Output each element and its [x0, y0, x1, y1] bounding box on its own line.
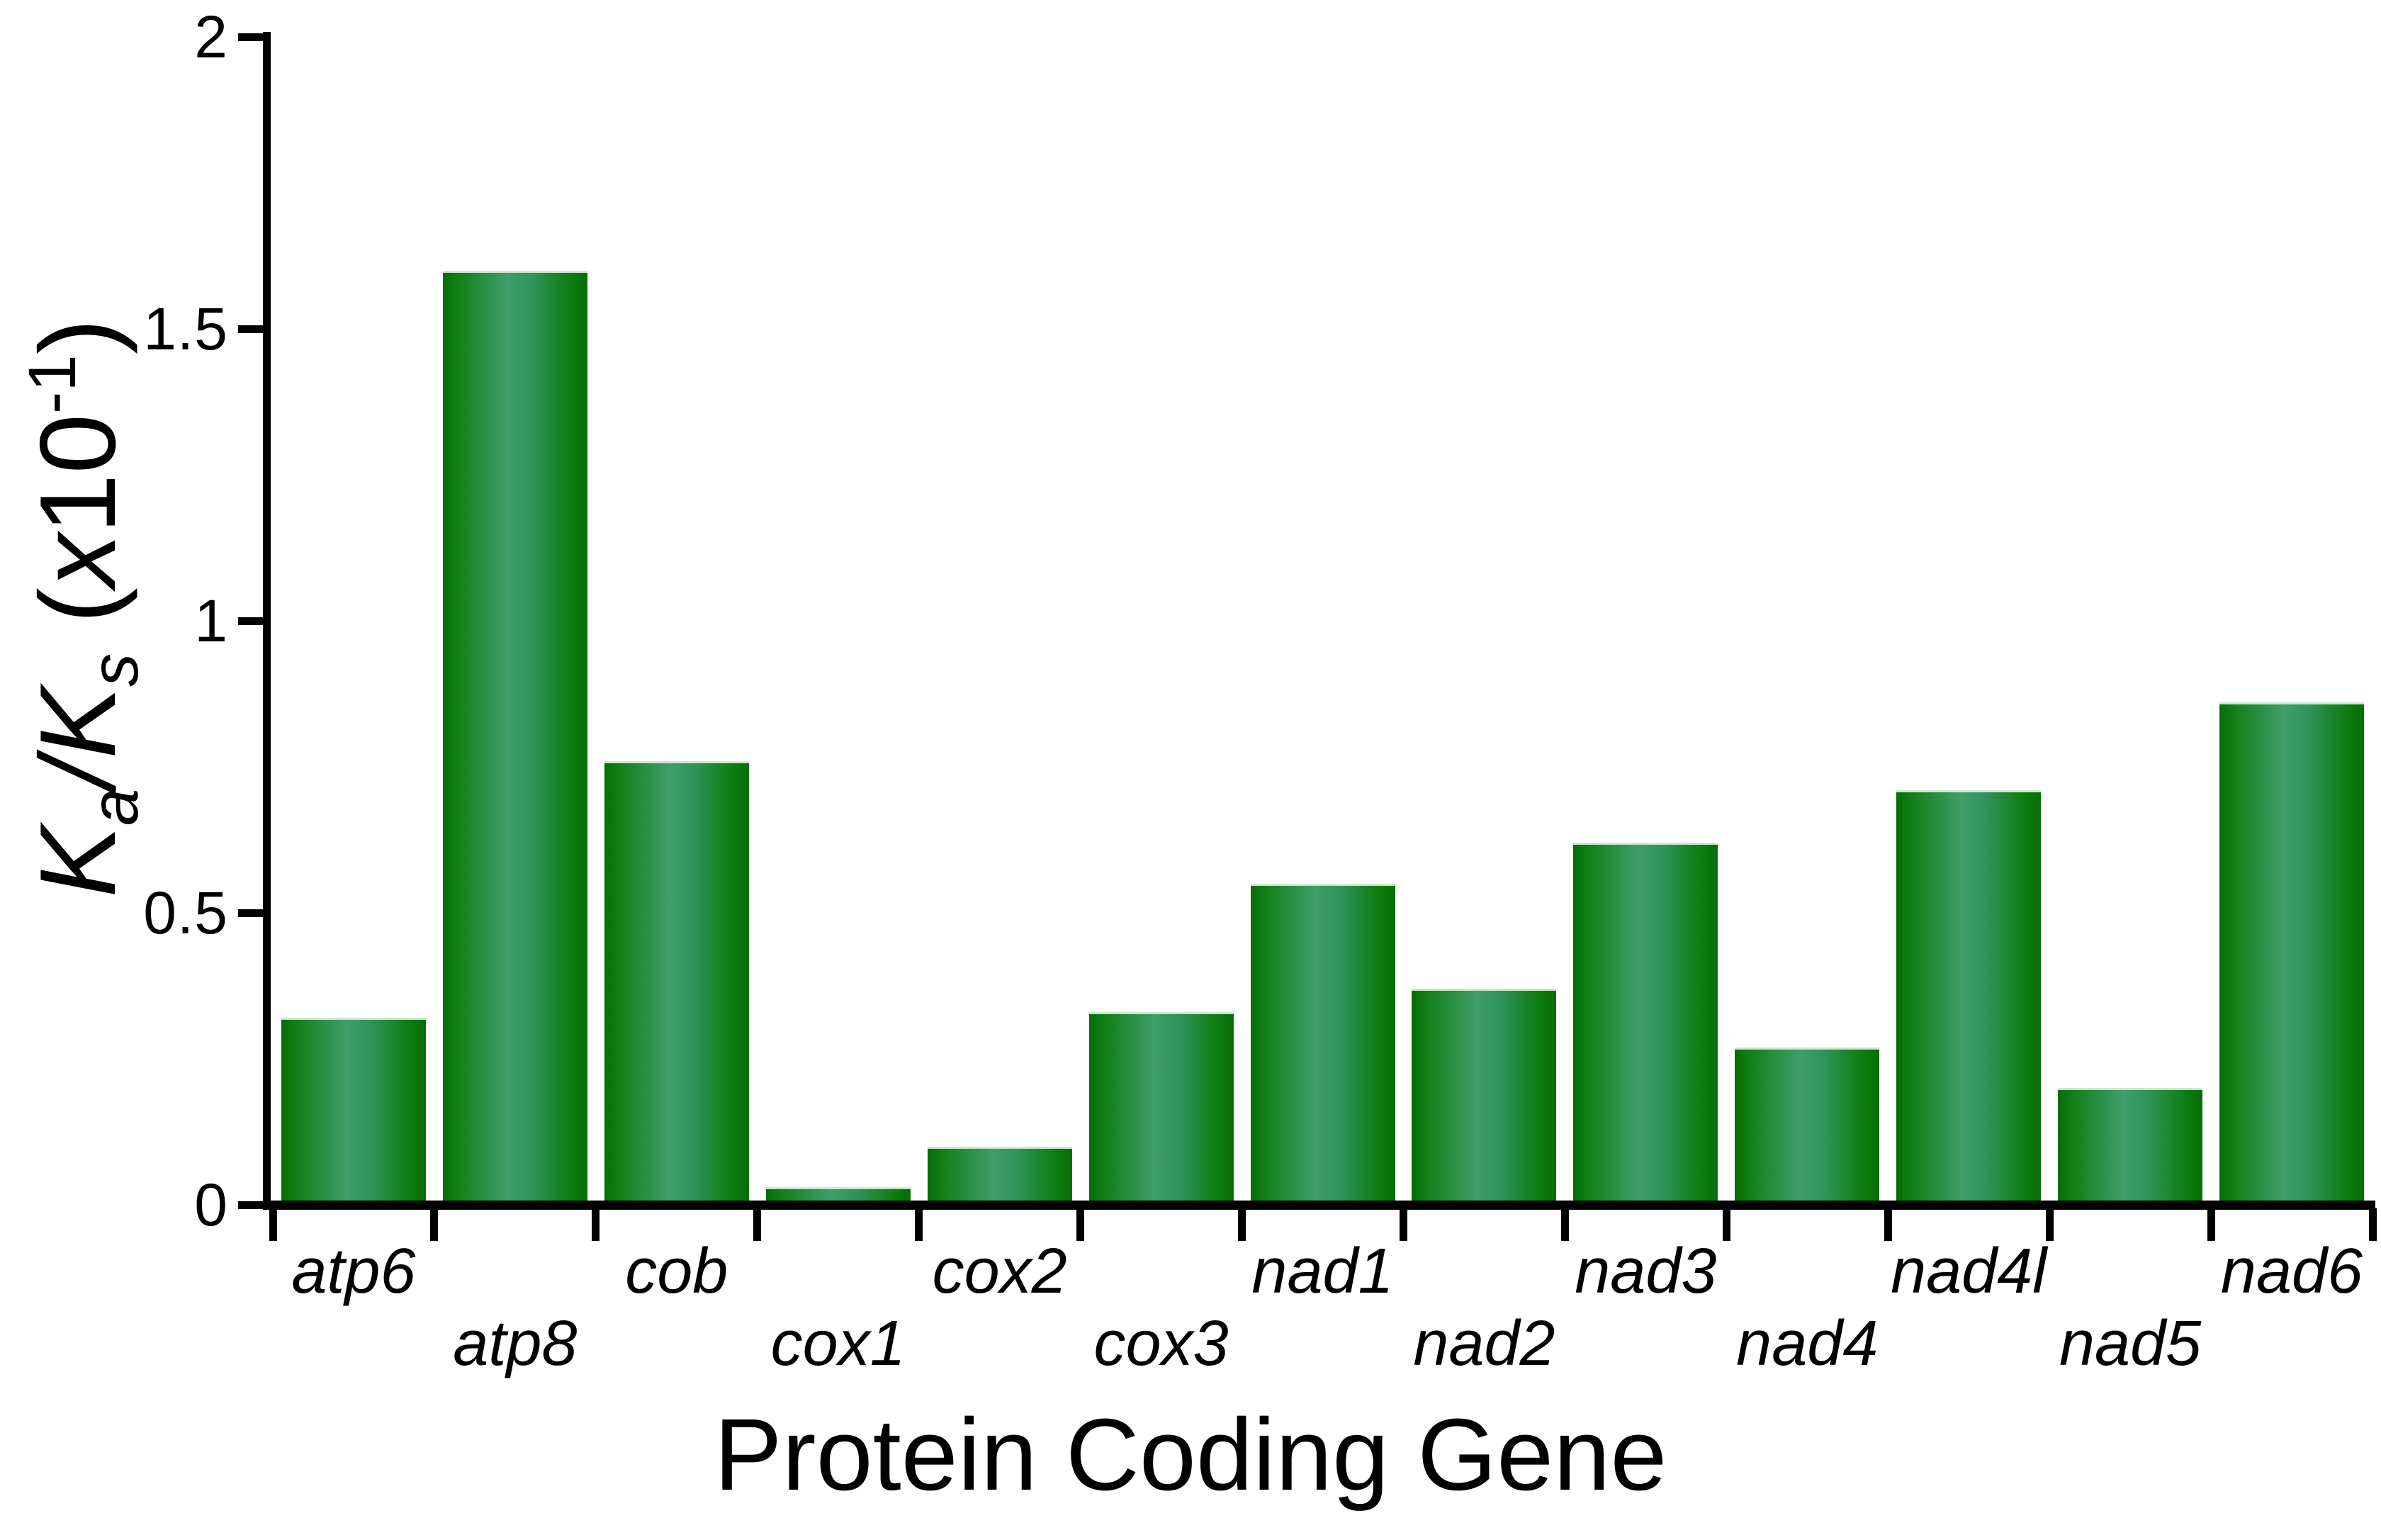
gene-label-cob: cob [625, 1236, 728, 1307]
bar-nad1 [1250, 883, 1395, 1209]
y-tick-label-0: 0 [194, 1171, 228, 1238]
x-tick-13 [2368, 1208, 2377, 1241]
gene-label-nad1: nad1 [1251, 1236, 1394, 1307]
x-tick-10 [1884, 1208, 1892, 1241]
x-axis-title: Protein Coding Gene [714, 1398, 1667, 1512]
bar-cob [604, 760, 749, 1209]
gene-label-nad6: nad6 [2220, 1236, 2363, 1307]
gene-label-nad3: nad3 [1575, 1236, 1717, 1307]
x-tick-0 [269, 1208, 277, 1241]
gene-label-nad4: nad4 [1736, 1308, 1879, 1379]
gene-label-cox2: cox2 [932, 1236, 1067, 1307]
y-tick-1.5 [238, 325, 264, 333]
y-tick-label-1: 1 [194, 588, 228, 654]
y-tick-0.5 [238, 909, 264, 917]
x-tick-1 [430, 1208, 439, 1241]
bar-atp6 [281, 1018, 426, 1209]
gene-label-nad4l: nad4l [1891, 1236, 2047, 1307]
bar-nad4l [1896, 789, 2042, 1209]
x-tick-7 [1399, 1208, 1407, 1241]
y-axis [263, 32, 271, 1210]
x-axis [263, 1201, 2375, 1210]
y-tick-0 [238, 1201, 264, 1209]
x-tick-12 [2207, 1208, 2215, 1241]
x-tick-11 [2045, 1208, 2054, 1241]
bar-nad4 [1735, 1047, 1880, 1209]
bar-nad3 [1573, 843, 1718, 1209]
x-tick-2 [592, 1208, 600, 1241]
y-tick-1 [238, 617, 264, 625]
gene-label-atp8: atp8 [453, 1308, 578, 1379]
bar-nad5 [2058, 1088, 2203, 1209]
y-tick-label-1.5: 1.5 [143, 296, 228, 362]
x-tick-5 [1076, 1208, 1085, 1241]
y-tick-label-2: 2 [194, 4, 228, 70]
y-tick-2 [238, 33, 264, 41]
gene-label-atp6: atp6 [291, 1236, 416, 1307]
x-tick-3 [753, 1208, 762, 1241]
gene-label-nad2: nad2 [1413, 1308, 1555, 1379]
bar-cox3 [1088, 1012, 1234, 1209]
bar-nad2 [1412, 989, 1557, 1209]
bar-nad6 [2219, 702, 2365, 1209]
gene-label-cox3: cox3 [1093, 1308, 1229, 1379]
x-tick-9 [1722, 1208, 1730, 1241]
gene-label-nad5: nad5 [2059, 1308, 2202, 1379]
x-tick-8 [1560, 1208, 1569, 1241]
bar-cox2 [927, 1146, 1072, 1209]
gene-label-cox1: cox1 [770, 1308, 906, 1379]
x-tick-4 [915, 1208, 923, 1241]
bar-atp8 [442, 270, 587, 1209]
y-tick-label-0.5: 0.5 [143, 879, 228, 946]
x-tick-6 [1238, 1208, 1246, 1241]
